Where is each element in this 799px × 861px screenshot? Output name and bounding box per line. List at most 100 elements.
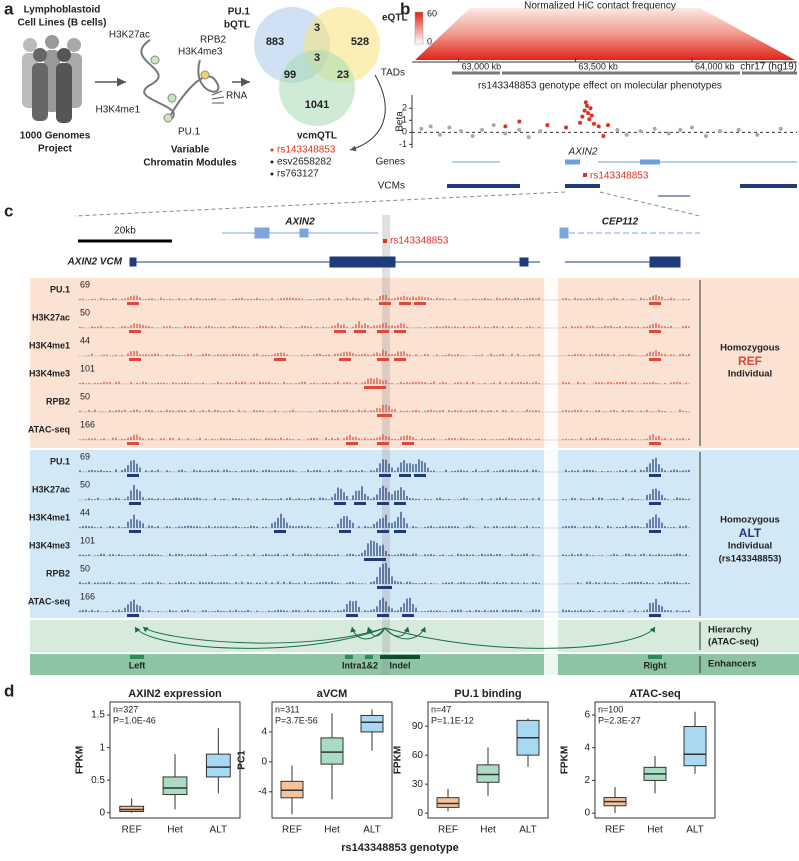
peak-call	[346, 442, 358, 445]
mark-label: RNA	[226, 91, 247, 102]
track-scale: 166	[80, 591, 95, 601]
side-label: REF	[738, 354, 762, 368]
peak-call	[414, 302, 426, 305]
y-tick-label: 2	[402, 103, 407, 113]
enhancer-label: Indel	[389, 660, 410, 670]
side-label: Homozygous	[720, 343, 780, 354]
peak-call	[127, 442, 139, 445]
box	[436, 797, 460, 808]
gene-label: CEP112	[602, 217, 639, 228]
side-label: (ATAC-seq)	[708, 637, 759, 648]
hic-title: Normalized HiC contact frequency	[524, 1, 676, 12]
point	[491, 123, 496, 128]
annotation: n=47	[431, 704, 451, 714]
bullet	[270, 148, 274, 152]
signal	[79, 540, 690, 556]
track-name: H3K4me1	[29, 340, 70, 350]
point	[585, 103, 589, 108]
box	[360, 714, 384, 733]
nucleosomes	[150, 55, 210, 123]
box	[476, 764, 500, 783]
gene-label: AXIN2	[284, 217, 315, 228]
mark-label: RPB2	[200, 35, 227, 46]
peak-call	[127, 614, 139, 617]
track-scale: 50	[80, 391, 90, 401]
enhancer-marks	[130, 655, 662, 659]
signal	[85, 349, 690, 356]
point	[582, 108, 587, 113]
peak-call	[649, 474, 661, 477]
caption: Cell Lines (B cells)	[18, 18, 107, 29]
side-label: Individual	[728, 369, 772, 380]
variant: esv2658282	[277, 157, 332, 168]
point	[624, 132, 629, 137]
snp-marker	[383, 239, 387, 243]
scale-label: 20kb	[114, 226, 136, 237]
venn-count: 528	[351, 36, 369, 48]
point	[778, 126, 783, 131]
gene-label: AXIN2	[568, 147, 598, 158]
peak-call	[377, 530, 389, 533]
point	[517, 127, 522, 132]
signal	[79, 457, 690, 472]
vcm-label: AXIN2 VCM	[67, 257, 123, 268]
track-scale: 101	[80, 535, 95, 545]
track-name: H3K4me3	[29, 540, 70, 550]
signal	[79, 404, 690, 412]
x-label: chr17 (hg19)	[740, 62, 797, 73]
colorbar-tick: 60	[427, 8, 437, 18]
hierarchy-band	[30, 620, 799, 652]
point	[589, 113, 594, 118]
signal	[79, 377, 690, 384]
peak-call	[129, 358, 141, 361]
side-label: Homozygous	[720, 515, 780, 526]
track-name: PU.1	[50, 456, 70, 466]
track-scale: 50	[80, 307, 90, 317]
signal	[79, 485, 690, 500]
track-scale: 69	[80, 451, 90, 461]
peak-call	[377, 614, 389, 617]
peak-call	[399, 302, 411, 305]
box	[320, 737, 344, 765]
point	[592, 121, 596, 126]
y-tick-label: 1.5	[91, 710, 105, 721]
x-tick-label: ALT	[519, 825, 537, 836]
x-tick-label: ALT	[210, 825, 228, 836]
snp-label: rs143348853	[590, 171, 649, 182]
venn-count: 1041	[305, 99, 329, 111]
track-name: RPB2	[46, 568, 70, 578]
bullet	[270, 160, 274, 164]
venn-count: 23	[337, 69, 349, 81]
point	[601, 133, 606, 138]
y-tick-label: 0	[584, 808, 590, 819]
signal	[79, 511, 690, 528]
break	[544, 278, 558, 675]
annotation: n=327	[113, 704, 138, 714]
enhancer-label: Intra1&2	[342, 660, 378, 670]
track-name: RPB2	[46, 396, 70, 406]
peak-call	[274, 358, 286, 361]
colorbar	[414, 11, 424, 45]
point	[447, 125, 452, 130]
x-tick-label: REF	[122, 825, 142, 836]
point	[718, 129, 722, 134]
peak-call	[380, 414, 392, 417]
hic-map	[415, 8, 795, 60]
track-name: H3K27ac	[32, 484, 70, 494]
point	[736, 127, 741, 132]
arrow	[349, 74, 386, 152]
alt-band	[30, 450, 799, 618]
track-scale: 50	[80, 563, 90, 573]
variant: rs763127	[277, 169, 319, 180]
annotation: n=311	[275, 704, 300, 714]
track-scale: 50	[80, 479, 90, 489]
enhancer-label: Left	[129, 660, 146, 670]
y-tick-label: -1	[399, 139, 407, 149]
point	[428, 124, 433, 129]
vcms-track	[447, 184, 797, 197]
y-tick-label: 0	[261, 757, 267, 768]
peak-call	[129, 502, 141, 505]
plot-frame	[271, 701, 393, 819]
peak-call	[394, 530, 406, 533]
